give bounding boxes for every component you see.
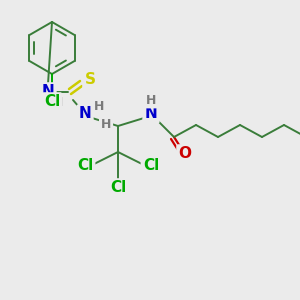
- Text: N: N: [79, 106, 92, 122]
- Text: H: H: [101, 118, 111, 130]
- Text: N: N: [145, 106, 158, 122]
- Text: Cl: Cl: [44, 94, 60, 110]
- Text: Cl: Cl: [110, 181, 126, 196]
- Text: Cl: Cl: [77, 158, 93, 173]
- Text: O: O: [178, 146, 191, 161]
- Text: S: S: [85, 73, 95, 88]
- Text: N: N: [42, 85, 54, 100]
- Text: Cl: Cl: [143, 158, 159, 173]
- Text: H: H: [146, 94, 156, 106]
- Text: H: H: [53, 95, 63, 109]
- Text: H: H: [94, 100, 104, 112]
